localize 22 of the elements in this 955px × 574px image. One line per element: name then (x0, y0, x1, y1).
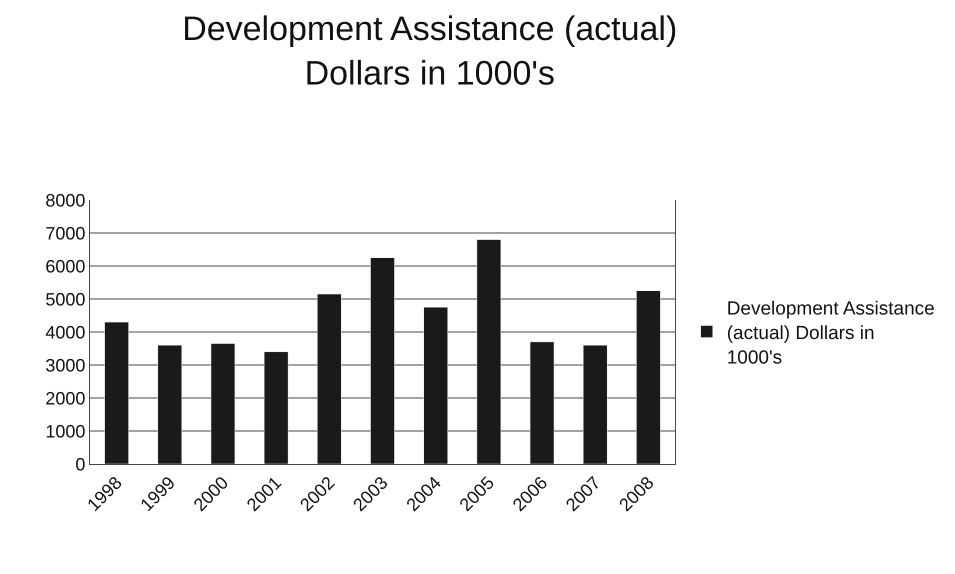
bar (317, 294, 342, 464)
bar (636, 290, 661, 464)
y-tick-label: 0 (75, 454, 86, 474)
bar (104, 322, 129, 464)
y-tick-label: 3000 (45, 355, 86, 376)
bar (583, 344, 608, 464)
bar (423, 307, 448, 464)
bar (264, 352, 288, 464)
legend-label: Development Assistance (actual) Dollars in 1000's (726, 298, 935, 369)
bar (530, 342, 554, 464)
bar (370, 258, 395, 464)
bar (476, 239, 502, 464)
bar (210, 343, 236, 464)
chart-title: Development Assistance (actual) Dollars in 1000's (182, 10, 678, 92)
y-tick-label: 2000 (45, 388, 86, 408)
y-tick-label: 5000 (45, 289, 86, 310)
y-tick-label: 7000 (45, 223, 86, 244)
y-tick-label: 1000 (45, 421, 86, 442)
y-tick-label: 8000 (45, 190, 86, 210)
y-tick-label: 4000 (45, 322, 86, 342)
y-tick-label: 6000 (45, 256, 86, 276)
bar (158, 344, 182, 464)
